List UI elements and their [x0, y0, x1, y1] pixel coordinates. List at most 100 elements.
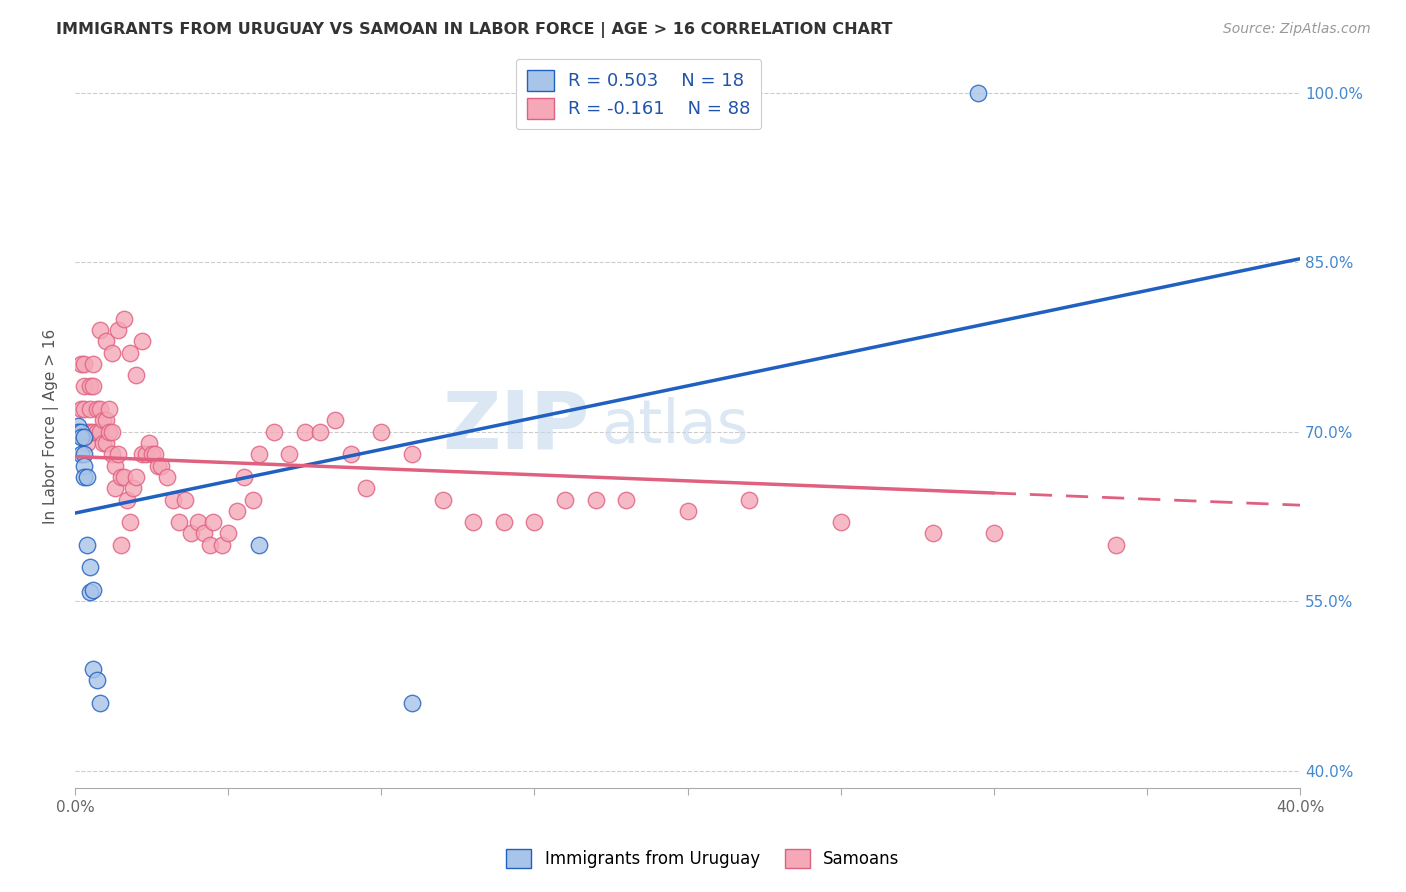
Point [67, 425, 90, 439]
Point [107, 323, 129, 337]
Point [247, 447, 270, 461]
Point [76, 538, 98, 552]
Point [325, 413, 347, 427]
Point [110, 470, 132, 484]
Point [86, 425, 108, 439]
Point [217, 526, 239, 541]
Point [97, 402, 120, 417]
Point [82, 662, 104, 676]
Point [131, 334, 153, 349]
Point [67, 419, 90, 434]
Point [79, 560, 101, 574]
Point [94, 413, 117, 427]
Point [73, 402, 96, 417]
Legend: R = 0.503    N = 18, R = -0.161    N = 88: R = 0.503 N = 18, R = -0.161 N = 88 [516, 59, 761, 129]
Point [73, 430, 96, 444]
Point [463, 515, 485, 529]
Point [146, 458, 169, 473]
Point [101, 345, 124, 359]
Legend: Immigrants from Uruguay, Samoans: Immigrants from Uruguay, Samoans [499, 842, 907, 875]
Point [187, 515, 209, 529]
Point [76, 470, 98, 484]
Point [180, 526, 202, 541]
Point [122, 481, 145, 495]
Point [112, 470, 135, 484]
Point [70, 430, 93, 444]
Point [70, 425, 93, 439]
Point [830, 515, 852, 529]
Point [91, 413, 114, 427]
Point [70, 402, 93, 417]
Point [104, 458, 127, 473]
Point [112, 311, 135, 326]
Point [738, 492, 761, 507]
Point [585, 492, 607, 507]
Point [76, 436, 98, 450]
Text: ZIP: ZIP [443, 387, 589, 465]
Point [79, 402, 101, 417]
Point [82, 379, 104, 393]
Point [76, 425, 98, 439]
Point [354, 481, 377, 495]
Point [198, 538, 221, 552]
Point [101, 425, 124, 439]
Point [67, 425, 90, 439]
Point [201, 515, 224, 529]
Point [107, 447, 129, 461]
Point [401, 696, 423, 710]
Point [110, 538, 132, 552]
Point [135, 447, 157, 461]
Point [167, 515, 190, 529]
Point [294, 425, 316, 439]
Point [89, 402, 111, 417]
Text: Source: ZipAtlas.com: Source: ZipAtlas.com [1223, 22, 1371, 37]
Point [141, 447, 163, 461]
Point [226, 504, 249, 518]
Point [983, 526, 1005, 541]
Point [174, 492, 197, 507]
Point [138, 436, 160, 450]
Y-axis label: In Labor Force | Age > 16: In Labor Force | Age > 16 [44, 328, 59, 524]
Point [82, 425, 104, 439]
Point [82, 582, 104, 597]
Point [614, 492, 637, 507]
Point [97, 425, 120, 439]
Point [211, 538, 233, 552]
Point [232, 470, 254, 484]
Point [94, 436, 117, 450]
Point [73, 447, 96, 461]
Point [676, 504, 699, 518]
Point [370, 425, 392, 439]
Point [247, 538, 270, 552]
Point [73, 458, 96, 473]
Point [89, 425, 111, 439]
Point [82, 357, 104, 371]
Point [309, 425, 332, 439]
Point [86, 673, 108, 688]
Point [149, 458, 172, 473]
Point [79, 379, 101, 393]
Text: IMMIGRANTS FROM URUGUAY VS SAMOAN IN LABOR FORCE | AGE > 16 CORRELATION CHART: IMMIGRANTS FROM URUGUAY VS SAMOAN IN LAB… [56, 22, 893, 38]
Point [143, 447, 166, 461]
Point [492, 515, 515, 529]
Point [101, 447, 124, 461]
Point [554, 492, 576, 507]
Point [73, 379, 96, 393]
Point [86, 402, 108, 417]
Point [278, 447, 301, 461]
Point [125, 470, 148, 484]
Point [94, 334, 117, 349]
Text: atlas: atlas [602, 397, 749, 456]
Point [131, 447, 153, 461]
Point [73, 470, 96, 484]
Point [120, 515, 142, 529]
Point [79, 425, 101, 439]
Point [432, 492, 454, 507]
Point [263, 425, 285, 439]
Point [967, 86, 990, 100]
Point [73, 357, 96, 371]
Point [523, 515, 546, 529]
Point [120, 345, 142, 359]
Point [91, 436, 114, 450]
Point [89, 323, 111, 337]
